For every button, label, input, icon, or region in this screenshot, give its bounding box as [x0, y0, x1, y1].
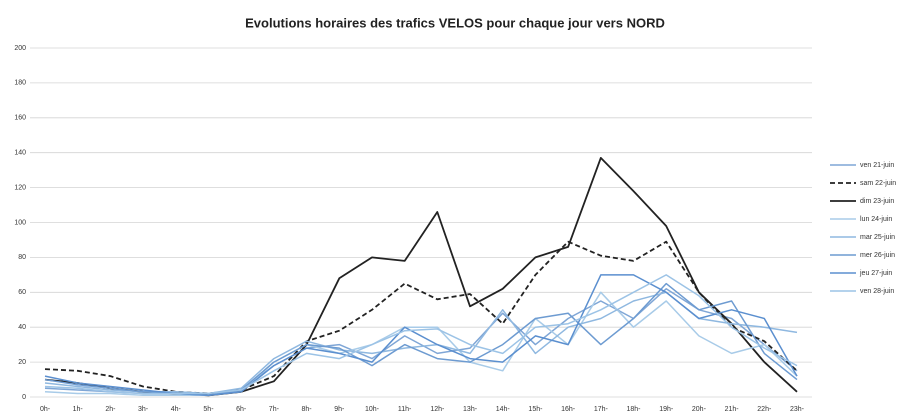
- series-line: [44, 274, 798, 395]
- y-tick-label: 100: [14, 219, 26, 226]
- y-tick-label: 0: [22, 394, 26, 401]
- x-tick-label: 22h-: [757, 406, 772, 413]
- y-tick-label: 140: [14, 150, 26, 157]
- x-tick-label: 4h-: [171, 406, 182, 413]
- x-tick-label: 14h-: [496, 406, 511, 413]
- y-tick-label: 80: [18, 254, 26, 261]
- x-tick-label: 9h-: [334, 406, 345, 413]
- legend-label: ven 28-juin: [860, 288, 894, 295]
- x-tick-label: 12h-: [430, 406, 445, 413]
- legend-label: mer 26-juin: [860, 252, 895, 259]
- x-tick-label: 5h-: [203, 406, 214, 413]
- x-tick-label: 21h-: [725, 406, 740, 413]
- x-tick-label: 2h-: [105, 406, 116, 413]
- series-line: [44, 291, 798, 397]
- y-tick-label: 20: [18, 359, 26, 366]
- y-tick-label: 160: [14, 115, 26, 122]
- y-tick-label: 40: [18, 324, 26, 331]
- x-tick-label: 16h-: [561, 406, 576, 413]
- legend-label: jeu 27-juin: [859, 270, 892, 277]
- legend-label: dim 23-juin: [860, 198, 894, 205]
- x-tick-label: 19h-: [659, 406, 674, 413]
- x-tick-label: 20h-: [692, 406, 707, 413]
- x-tick-label: 18h-: [627, 406, 642, 413]
- x-tick-label: 17h-: [594, 406, 609, 413]
- y-tick-label: 200: [14, 45, 26, 52]
- x-tick-label: 13h-: [463, 406, 478, 413]
- x-tick-label: 11h-: [398, 406, 412, 413]
- x-tick-label: 3h-: [138, 406, 149, 413]
- legend-label: sam 22-juin: [860, 180, 896, 187]
- chart-title: Evolutions horaires des trafics VELOS po…: [245, 15, 665, 30]
- x-tick-label: 0h-: [40, 406, 51, 413]
- legend-label: lun 24-juin: [860, 216, 892, 223]
- series-line: [44, 240, 798, 395]
- x-tick-label: 23h-: [790, 406, 805, 413]
- x-tick-label: 1h-: [73, 406, 84, 413]
- x-tick-label: 15h-: [528, 406, 543, 413]
- x-tick-label: 7h-: [269, 406, 280, 413]
- y-tick-label: 180: [14, 80, 26, 87]
- y-tick-label: 60: [18, 289, 26, 296]
- legend-label: mar 25-juin: [860, 234, 895, 241]
- x-tick-label: 10h-: [365, 406, 380, 413]
- y-tick-label: 120: [14, 184, 26, 191]
- x-tick-label: 8h-: [302, 406, 313, 413]
- legend-label: ven 21-juin: [860, 162, 894, 169]
- x-tick-label: 6h-: [236, 406, 247, 413]
